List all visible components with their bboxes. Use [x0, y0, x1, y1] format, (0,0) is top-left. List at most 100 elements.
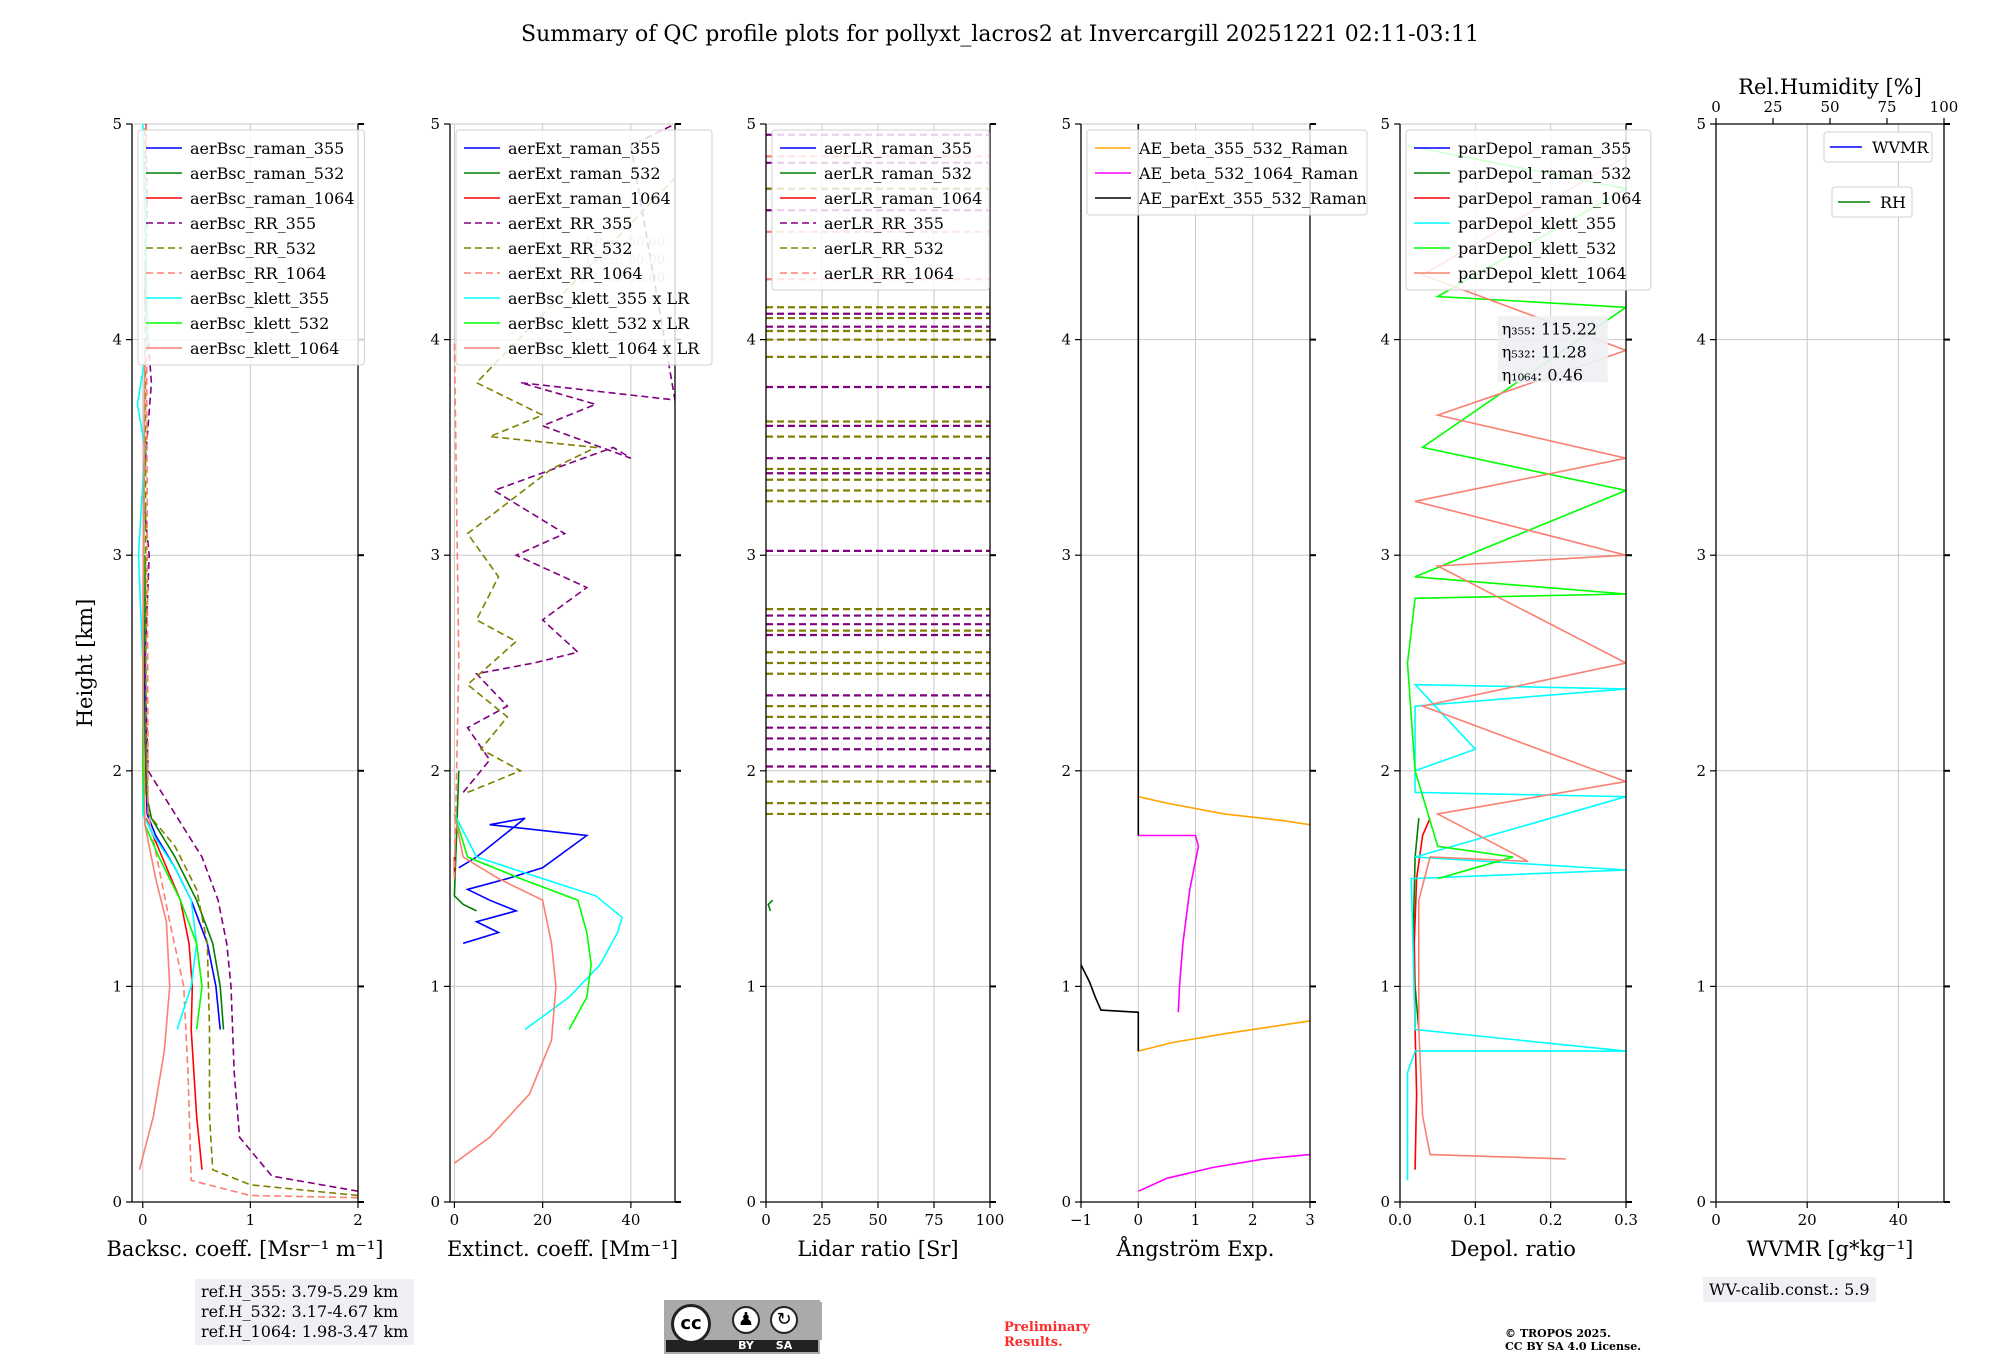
y-tick-label: 0 [1380, 1193, 1390, 1211]
legend-box [1405, 129, 1652, 291]
y-tick-label: 4 [112, 331, 122, 349]
legend-label: parDepol_klett_532 [1458, 239, 1616, 258]
x-tick-label: 1 [1191, 1211, 1201, 1229]
series-line-aerBsc_raman_355 [143, 555, 221, 1030]
series-line-AE_beta_532_1064_Raman [1137, 1153, 1310, 1192]
legend-label: aerLR_RR_1064 [824, 264, 954, 283]
legend-label: AE_beta_355_532_Raman [1138, 139, 1348, 158]
top-tick-label: 50 [1820, 98, 1839, 116]
y-tick-label: 3 [430, 546, 440, 564]
x-tick-label: 0 [138, 1211, 148, 1229]
series-line-AE_parExt_355_532_Raman [1081, 963, 1140, 1052]
x-tick-label: 0 [1711, 1211, 1721, 1229]
legend-label: aerBsc_klett_355 [190, 289, 329, 308]
series-line-aerExt_raman_532 [453, 770, 477, 912]
x-tick-label: 100 [976, 1211, 1005, 1229]
ref-height-532: ref.H_532: 3.17-4.67 km [201, 1302, 399, 1321]
x-tick-label: 0.1 [1463, 1211, 1487, 1229]
series-line-aerBsc_klett_355 x LR [453, 813, 624, 1031]
ref-height-355: ref.H_355: 3.79-5.29 km [201, 1282, 399, 1301]
series-line-parDepol_raman_1064 [1413, 817, 1431, 1170]
x-axis-label: Lidar ratio [Sr] [797, 1237, 958, 1261]
series-line-aerBsc_klett_532 [141, 339, 203, 1030]
series-line-AE_beta_355_532_Raman [1138, 1020, 1310, 1052]
legend-box [771, 129, 990, 291]
y-tick-label: 5 [1061, 115, 1071, 133]
y-tick-label: 5 [746, 115, 756, 133]
series-group [136, 124, 358, 1199]
legend-label: aerBsc_klett_1064 [190, 339, 339, 358]
top-axis-label: Rel.Humidity [%] [1738, 75, 1922, 99]
series-line-AE_beta_355_532_Raman-segment [1138, 795, 1310, 826]
x-tick-label: 75 [924, 1211, 943, 1229]
series-line-aerBsc_klett_1064 x LR [453, 813, 557, 1164]
cc-logo-icon: cc [671, 1304, 711, 1344]
y-tick-label: 2 [430, 762, 440, 780]
series-line-aerBsc_raman_532 [144, 555, 225, 1030]
y-tick-label: 3 [1061, 546, 1071, 564]
x-tick-label: 0 [1133, 1211, 1143, 1229]
legend-box [137, 129, 365, 366]
x-tick-label: −1 [1070, 1211, 1092, 1229]
y-tick-label: 0 [746, 1193, 756, 1211]
legend-label: aerLR_raman_532 [824, 164, 972, 183]
x-axis-label: Backsc. coeff. [Msr⁻¹ m⁻¹] [107, 1237, 384, 1261]
series-line-parDepol_klett_532 [1406, 144, 1626, 880]
legend-label: aerExt_raman_532 [508, 164, 661, 183]
x-tick-label: 0.2 [1539, 1211, 1563, 1229]
eta-value: η₁₀₆₄: 0.46 [1502, 365, 1583, 384]
legend-label: parDepol_raman_1064 [1458, 189, 1642, 208]
ref-height-1064: ref.H_1064: 1.98-3.47 km [201, 1322, 409, 1341]
eta-value: η₃₅₅: 115.22 [1502, 319, 1597, 338]
legend-label: parDepol_klett_355 [1458, 214, 1616, 233]
x-axis-label: Extinct. coeff. [Mm⁻¹] [447, 1237, 678, 1261]
share-alike-icon: ↻ [770, 1306, 798, 1334]
legend-label: aerExt_raman_1064 [508, 189, 671, 208]
legend-label: aerExt_RR_532 [508, 239, 632, 258]
eta-box [1497, 316, 1608, 383]
legend-label: parDepol_raman_355 [1458, 139, 1631, 158]
series-line-aerLR_raman_532 [767, 899, 774, 912]
y-tick-label: 0 [1696, 1193, 1706, 1211]
y-tick-label: 0 [112, 1193, 122, 1211]
legend-box [1086, 129, 1368, 216]
y-tick-label: 1 [746, 977, 756, 995]
x-tick-label: 0.3 [1614, 1211, 1638, 1229]
legend-label: aerLR_raman_1064 [824, 189, 982, 208]
y-tick-label: 3 [112, 546, 122, 564]
panel-depol: 0.0 0.1 0.2 0.3 0 1 2 3 4 5 Depol. ratio η₃₅₅: 115.… [1380, 115, 1652, 1261]
x-axis-label: WVMR [g*kg⁻¹] [1747, 1237, 1914, 1261]
series-line-aerExt_RR_532 [466, 177, 675, 794]
y-tick-label: 3 [746, 546, 756, 564]
legend-label: aerExt_raman_355 [508, 139, 661, 158]
y-tick-label: 4 [1696, 331, 1706, 349]
legend-label: aerBsc_klett_1064 x LR [508, 339, 700, 358]
y-tick-label: 3 [1696, 546, 1706, 564]
x-tick-label: 50 [868, 1211, 887, 1229]
series-line-aerExt_RR_1064 [453, 339, 460, 879]
y-tick-label: 5 [112, 115, 122, 133]
series-line-aerBsc_klett_1064 [138, 339, 171, 1170]
y-tick-label: 2 [1061, 762, 1071, 780]
y-tick-label: 3 [1380, 546, 1390, 564]
legend-label: aerBsc_raman_532 [190, 164, 344, 183]
copyright-note: © TROPOS 2025. CC BY SA 4.0 License. [1505, 1327, 1641, 1353]
legend-label: aerBsc_RR_1064 [190, 264, 326, 283]
legend-label: WVMR [1872, 138, 1929, 157]
y-tick-label: 1 [1380, 977, 1390, 995]
x-tick-label: 3 [1305, 1211, 1315, 1229]
series-line-parDepol_raman_532 [1412, 818, 1420, 1030]
legend-label: RH [1880, 193, 1906, 212]
wv-calib-box: WV-calib.const.: 5.9 [1703, 1277, 1876, 1302]
panel-lr: 0 25 50 75 100 0 1 2 3 4 5 Lidar ratio [Sr] aerLR_ra… [746, 115, 1004, 1261]
y-tick-label: 0 [1061, 1193, 1071, 1211]
legend-label: parDepol_raman_532 [1458, 164, 1631, 183]
y-axis-label: Height [km] [73, 599, 97, 728]
y-tick-label: 5 [430, 115, 440, 133]
y-tick-label: 1 [1061, 977, 1071, 995]
y-tick-label: 4 [1061, 331, 1071, 349]
series-line-aerExt_raman_355 [458, 817, 589, 945]
y-tick-label: 5 [1696, 115, 1706, 133]
series-line-aerBsc_RR_532 [144, 124, 358, 1197]
